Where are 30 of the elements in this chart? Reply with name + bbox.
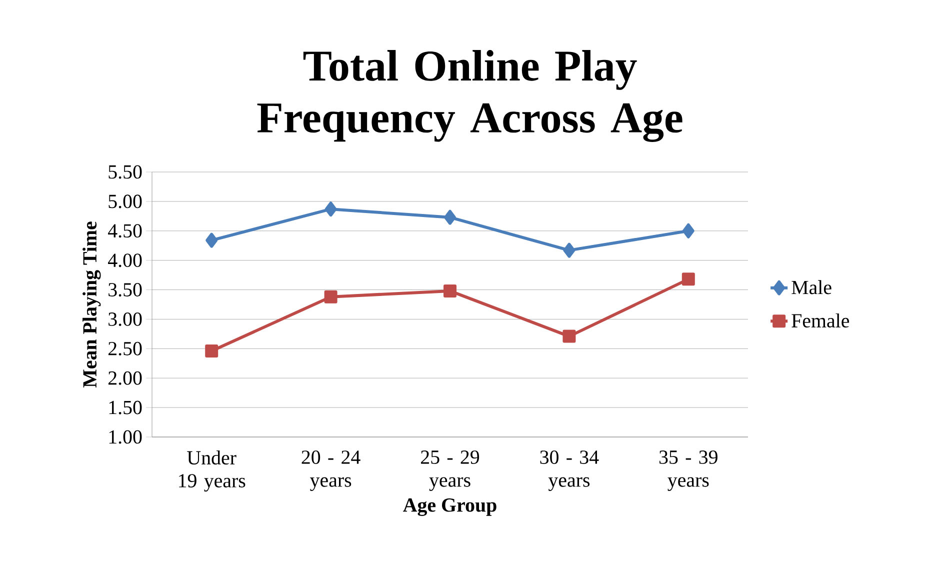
- y-tick-label: 5.00: [108, 194, 142, 208]
- x-tick-label: 20 - 24 years: [302, 450, 360, 491]
- point: [682, 272, 695, 286]
- x-tick-label: Under 19 years: [179, 450, 246, 492]
- x-tick-label: 25 - 29 years: [420, 450, 480, 491]
- y-tick-label: 4.50: [108, 224, 142, 238]
- x-axis-title: Age Group: [403, 498, 496, 516]
- legend-label: Male: [792, 280, 832, 294]
- y-tick-label: 2.50: [108, 342, 142, 356]
- point: [324, 290, 338, 304]
- y-tick-label: 5.50: [108, 165, 142, 179]
- x-tick-label: 30 - 34 years: [540, 450, 599, 491]
- y-tick-label: 4.00: [108, 254, 142, 268]
- point: [205, 344, 218, 358]
- y-axis-title: Mean Playing Time: [82, 222, 101, 388]
- point: [563, 242, 576, 258]
- y-tick-label: 3.50: [108, 283, 142, 297]
- point: [562, 330, 576, 343]
- y-tick-label: 1.00: [109, 430, 142, 444]
- x-tick-label: 35 - 39 years: [659, 450, 718, 491]
- point: [206, 232, 218, 248]
- legend-label: Female: [792, 313, 850, 328]
- y-tick-label: 1.50: [109, 400, 142, 414]
- point: [682, 223, 694, 238]
- chart-title: Total Online Play Frequency Across Age: [257, 50, 682, 142]
- y-tick-label: 2.00: [108, 371, 142, 385]
- point: [444, 210, 456, 225]
- y-tick-label: 3.00: [108, 312, 142, 326]
- point: [444, 284, 456, 298]
- point: [324, 202, 337, 217]
